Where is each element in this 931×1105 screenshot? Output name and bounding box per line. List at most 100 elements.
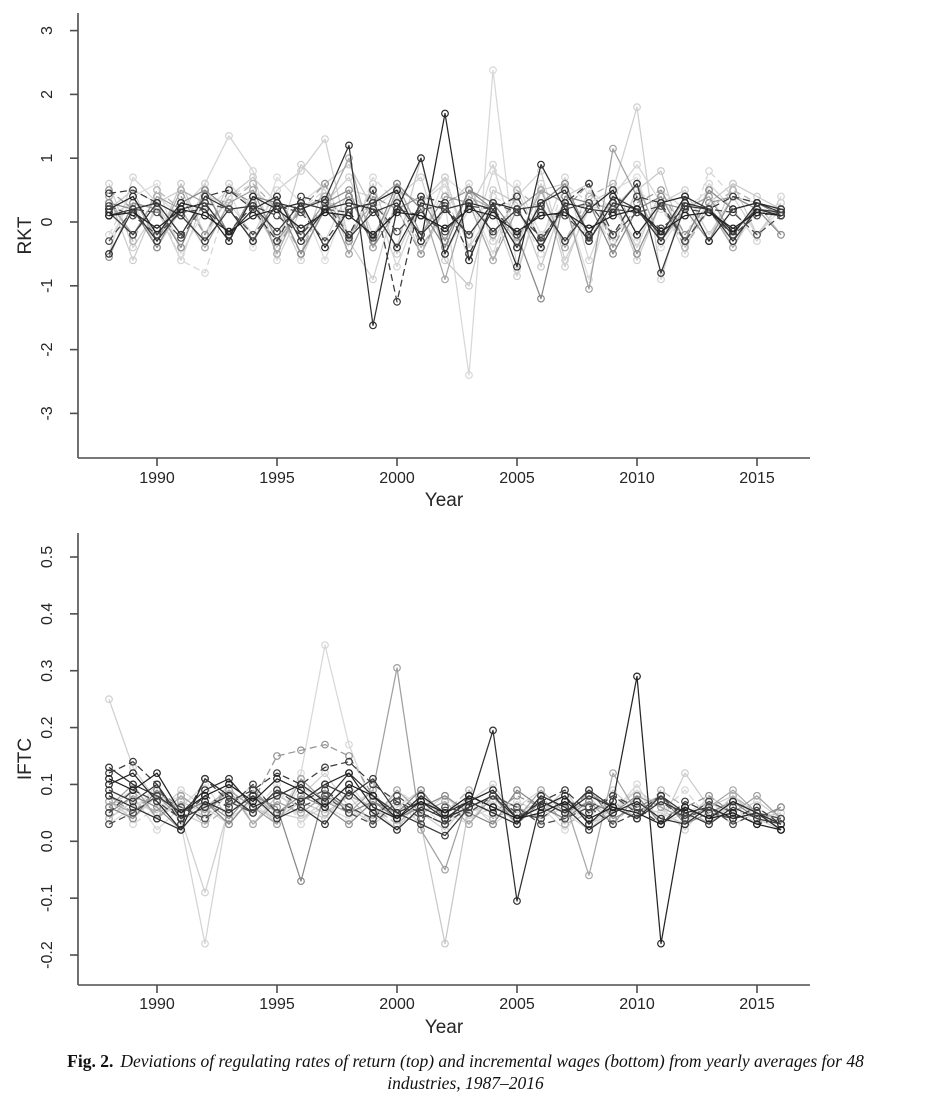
data-point-marker <box>633 208 641 217</box>
data-point-marker <box>753 803 761 812</box>
data-point-marker <box>441 865 449 874</box>
iftc-deviations-chart: -0.2 -0.1 0.0 0.1 0.2 0.3 0.4 0.5 1990 1995 2000 20… <box>15 533 810 1038</box>
data-point-marker <box>153 814 161 823</box>
y-tick-label: 0.1 <box>39 773 56 795</box>
data-point-marker <box>513 897 521 905</box>
data-point-marker <box>489 192 497 201</box>
data-point-marker <box>225 774 233 783</box>
data-point-marker <box>681 202 689 210</box>
data-point-marker <box>249 803 257 812</box>
y-axis-title: RKT <box>15 216 36 254</box>
data-point-marker <box>441 939 449 948</box>
data-point-marker <box>129 780 137 789</box>
data-point-marker <box>633 786 641 795</box>
data-point-marker <box>585 256 593 265</box>
data-point-marker <box>345 205 353 214</box>
data-point-marker <box>489 791 497 800</box>
series-line-series-22 <box>108 789 782 825</box>
data-point-marker <box>705 814 713 823</box>
data-point-marker <box>537 202 545 210</box>
data-point-marker <box>729 791 737 800</box>
data-point-marker <box>417 786 425 795</box>
figure-caption-text: Deviations of regulating rates of return… <box>120 1051 864 1093</box>
data-point-marker <box>225 205 233 214</box>
data-point-marker <box>441 826 449 834</box>
data-point-marker <box>417 809 425 817</box>
data-point-marker <box>129 769 137 778</box>
data-point-marker <box>249 797 257 806</box>
data-point-marker <box>417 814 425 823</box>
data-point-marker <box>537 803 545 812</box>
data-point-marker <box>129 205 137 214</box>
data-point-marker <box>369 791 377 800</box>
data-point-marker <box>561 256 569 265</box>
data-point-marker <box>729 814 737 823</box>
data-point-marker <box>729 224 737 233</box>
data-point-marker <box>729 205 737 214</box>
series-line-series-17 <box>108 183 782 303</box>
data-point-marker <box>681 192 689 201</box>
data-point-marker <box>153 826 161 834</box>
data-point-marker <box>225 809 233 817</box>
data-point-marker <box>705 186 713 195</box>
data-point-marker <box>465 803 473 812</box>
data-point-marker <box>465 797 473 806</box>
data-point-marker <box>321 820 329 829</box>
data-point-marker <box>369 275 377 284</box>
data-point-marker <box>657 786 665 795</box>
data-point-marker <box>729 809 737 817</box>
data-point-marker <box>153 803 161 812</box>
data-point-marker <box>681 814 689 823</box>
data-point-marker <box>609 814 617 823</box>
data-point-marker <box>417 154 425 163</box>
data-point-marker <box>609 809 617 817</box>
data-point-marker <box>537 186 545 195</box>
data-point-marker <box>489 726 497 735</box>
data-point-marker <box>297 791 305 800</box>
data-point-marker <box>441 831 449 840</box>
data-point-marker <box>393 814 401 823</box>
data-point-marker <box>273 173 281 182</box>
data-point-marker <box>585 233 593 242</box>
data-point-marker <box>633 814 641 823</box>
data-point-marker <box>273 752 281 760</box>
data-point-marker <box>729 192 737 201</box>
data-point-marker <box>417 797 425 806</box>
data-point-marker <box>129 820 137 829</box>
data-point-marker <box>753 208 761 217</box>
y-tick-label: 0.5 <box>39 546 56 568</box>
data-point-marker <box>465 791 473 800</box>
data-point-marker <box>249 230 257 239</box>
data-point-marker <box>729 820 737 829</box>
data-point-marker <box>513 227 521 236</box>
data-point-marker <box>153 791 161 800</box>
data-point-marker <box>465 809 473 817</box>
data-point-marker <box>225 227 233 236</box>
data-point-marker <box>633 179 641 188</box>
data-point-marker <box>657 791 665 800</box>
data-point-marker <box>369 198 377 207</box>
data-point-marker <box>345 786 353 795</box>
data-point-marker <box>105 237 113 246</box>
y-tick-label: 0 <box>39 217 56 226</box>
data-point-marker <box>345 809 353 817</box>
data-point-marker <box>609 186 617 195</box>
data-point-marker <box>417 791 425 800</box>
series-line-series-22 <box>108 202 782 242</box>
x-axis-title: Year <box>425 490 464 511</box>
data-point-marker <box>105 189 113 198</box>
data-point-marker <box>249 192 257 201</box>
data-point-marker <box>321 256 329 265</box>
data-point-marker <box>345 780 353 789</box>
data-point-marker <box>297 198 305 207</box>
data-point-marker <box>345 233 353 242</box>
data-point-marker <box>177 797 185 806</box>
data-point-marker <box>105 769 113 778</box>
data-point-marker <box>129 814 137 823</box>
data-point-marker <box>585 198 593 207</box>
data-point-marker <box>585 791 593 800</box>
data-point-marker <box>201 774 209 783</box>
data-point-marker <box>177 233 185 242</box>
data-point-marker <box>225 803 233 812</box>
